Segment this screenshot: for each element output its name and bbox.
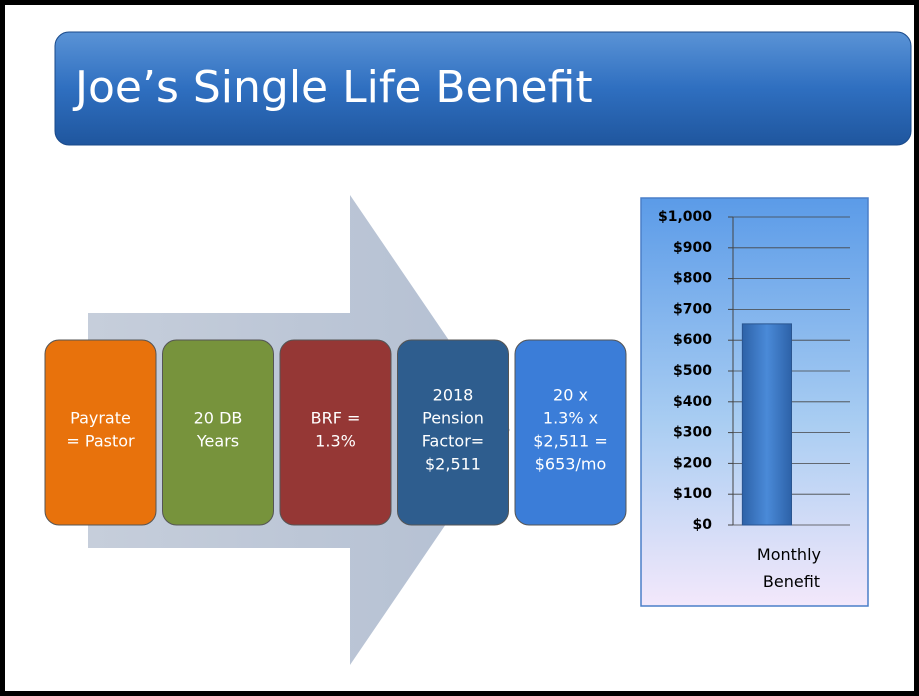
- box-shape: [397, 339, 509, 526]
- box-text: Years: [196, 432, 239, 451]
- chart: $0 $100 $200 $300 $400 $500 $600 $700 $800 $900 $1…: [658, 209, 850, 591]
- y-tick-label: $100: [673, 486, 712, 502]
- box-text: Payrate: [70, 409, 131, 428]
- y-tick-label: $1,000: [658, 209, 712, 225]
- box-text: $653/mo: [535, 455, 606, 474]
- y-tick-label: $400: [673, 394, 712, 410]
- box-text: Factor=: [422, 432, 484, 451]
- process-boxes: Payrate = Pastor 20 DB Years BRF = 1.3% 2018 Pe…: [44, 339, 627, 526]
- box-text: 1.3%: [315, 432, 356, 451]
- y-tick-label: $500: [673, 363, 712, 379]
- process-box: Payrate = Pastor: [44, 339, 157, 526]
- box-text: BRF =: [311, 409, 361, 428]
- box-text: 20 x: [553, 386, 588, 405]
- y-tick-label: $900: [673, 240, 712, 256]
- process-box: 20 x 1.3% x $2,511 = $653/mo: [514, 339, 627, 526]
- y-tick-label: $700: [673, 301, 712, 317]
- box-shape: [162, 339, 274, 526]
- box-text: 20 DB: [194, 409, 243, 428]
- box-shape: [514, 339, 627, 526]
- box-text: 1.3% x: [543, 409, 598, 428]
- box-shape: [279, 339, 392, 526]
- box-text: $2,511: [425, 455, 481, 474]
- slide-title: Joe’s Single Life Benefit: [72, 62, 593, 113]
- box-text: $2,511 =: [533, 432, 607, 451]
- y-tick-label: $0: [693, 517, 713, 533]
- process-box: 20 DB Years: [162, 339, 274, 526]
- title-bar: [54, 31, 912, 146]
- box-text: = Pastor: [66, 432, 135, 451]
- bar: [741, 323, 792, 526]
- box-text: Pension: [422, 409, 484, 428]
- process-box: BRF = 1.3%: [279, 339, 392, 526]
- process-box: 2018 Pension Factor= $2,511: [397, 339, 509, 526]
- y-tick-label: $300: [673, 425, 712, 441]
- y-tick-label: $600: [673, 332, 712, 348]
- box-text: 2018: [433, 386, 474, 405]
- y-tick-label: $800: [673, 271, 712, 287]
- box-shape: [44, 339, 157, 526]
- x-tick-label: Monthly Benefit: [757, 545, 826, 591]
- y-tick-label: $200: [673, 455, 712, 471]
